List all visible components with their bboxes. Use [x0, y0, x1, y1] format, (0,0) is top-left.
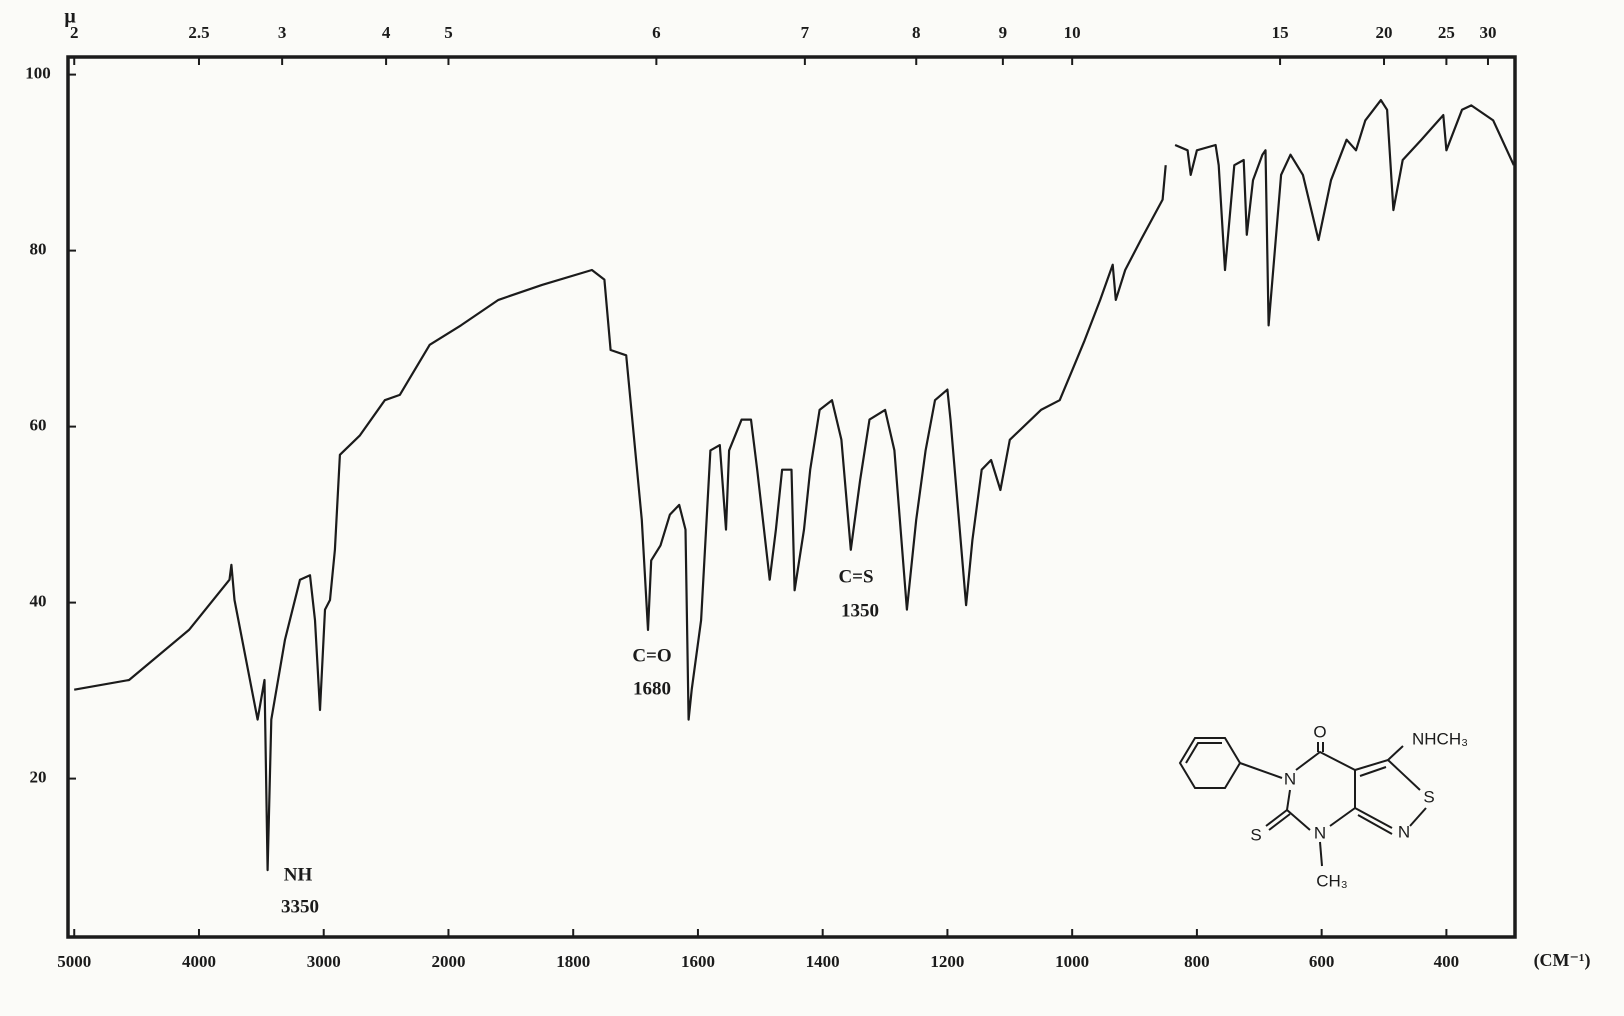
x2-tick-label: 2.5: [188, 23, 209, 42]
bond: [1319, 841, 1323, 867]
atom-label: S: [1423, 787, 1434, 806]
atom-label: CH₃: [1316, 871, 1347, 890]
atom-label: N: [1314, 823, 1326, 842]
atom-label: O: [1313, 722, 1326, 741]
x-tick-label: 600: [1309, 952, 1335, 971]
bond: [1357, 814, 1393, 835]
atom-label: N: [1284, 769, 1296, 788]
x2-tick-label: 7: [801, 23, 810, 42]
x-tick-label: 1600: [681, 952, 715, 971]
annotation-text: 3350: [281, 896, 319, 917]
x-tick-label: 800: [1184, 952, 1210, 971]
benzene-ring: [1178, 737, 1242, 789]
x2-tick-label: 2: [70, 23, 79, 42]
y-tick-label: 40: [30, 592, 47, 611]
x2-tick-label: 5: [444, 23, 453, 42]
x2-tick-label: 4: [382, 23, 391, 42]
annotation-text: 1350: [841, 600, 879, 621]
atom-label: N: [1398, 822, 1410, 841]
annotation-label: C=O: [632, 645, 671, 666]
x-tick-label: 5000: [57, 952, 91, 971]
atom-label: NHCH₃: [1412, 729, 1468, 748]
ring-bond: [1185, 742, 1222, 764]
bond: [1354, 807, 1393, 829]
x-tick-label: 1000: [1055, 952, 1089, 971]
x2-tick-label: 9: [999, 23, 1008, 42]
atom-label: S: [1250, 825, 1261, 844]
x-tick-label: 1800: [556, 952, 590, 971]
x-tick-label: 4000: [182, 952, 216, 971]
bond: [1285, 789, 1311, 831]
x-axis-label: (CM⁻¹): [1534, 950, 1591, 971]
x-tick-label: 1200: [930, 952, 964, 971]
x2-axis-label: μ: [64, 6, 76, 28]
x2-tick-label: 15: [1272, 23, 1289, 42]
x2-tick-label: 10: [1064, 23, 1081, 42]
spectrum-line: [74, 99, 1515, 872]
x2-tick-label: 6: [652, 23, 661, 42]
bond: [1295, 750, 1356, 827]
bond: [1387, 745, 1404, 761]
x-tick-label: 1400: [806, 952, 840, 971]
structure: [1178, 737, 1427, 867]
y-tick-label: 80: [30, 240, 47, 259]
annotation-text: 1680: [633, 678, 671, 699]
x2-tick-label: 20: [1376, 23, 1393, 42]
y-tick-label: 20: [30, 768, 47, 787]
x2-tick-label: 8: [912, 23, 921, 42]
x2-tick-label: 25: [1438, 23, 1455, 42]
x-tick-label: 2000: [431, 952, 465, 971]
plot-frame: [66, 55, 1517, 939]
x-tick-label: 400: [1434, 952, 1460, 971]
annotation-label: C=S: [838, 566, 873, 587]
bond: [1265, 809, 1288, 827]
annotation-label: NH: [284, 864, 313, 885]
bond: [1409, 807, 1427, 827]
y-tick-label: 60: [30, 416, 47, 435]
bond: [1359, 766, 1387, 777]
bond: [1268, 813, 1291, 831]
x2-tick-label: 3: [278, 23, 287, 42]
x-tick-label: 3000: [307, 952, 341, 971]
x2-tick-label: 30: [1479, 23, 1496, 42]
y-tick-label: 100: [25, 64, 51, 83]
bond: [1239, 762, 1283, 779]
